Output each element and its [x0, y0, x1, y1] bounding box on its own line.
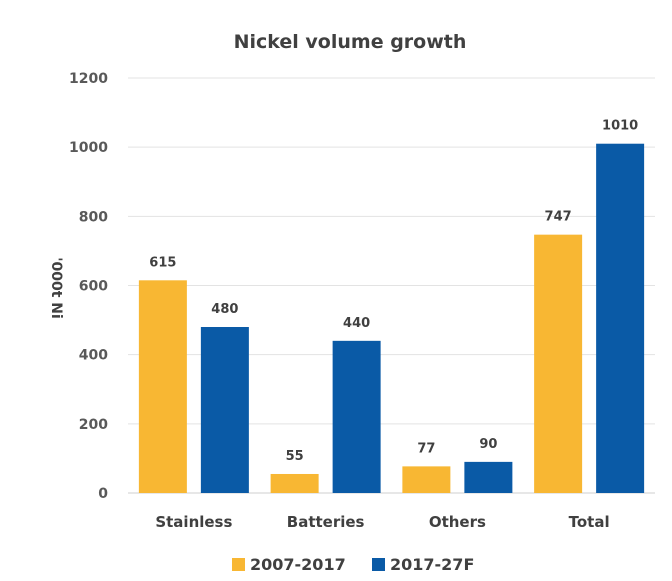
category-label: Others — [429, 513, 486, 531]
data-label: 615 — [149, 255, 176, 270]
data-label: 55 — [286, 449, 304, 464]
legend-swatch — [372, 558, 385, 571]
bar-batteries-2 — [332, 340, 381, 493]
bars — [138, 143, 645, 494]
legend-label: 2017-27F — [390, 555, 474, 574]
bar-stainless-2 — [200, 327, 249, 493]
bar-stainless-1 — [138, 280, 187, 493]
bar-batteries-1 — [270, 473, 319, 493]
legend: 2007-2017 2017-27F — [232, 555, 474, 574]
y-tick-label: 0 — [98, 486, 108, 502]
y-tick-label: 600 — [79, 279, 108, 295]
bar-total-1 — [534, 234, 583, 493]
x-axis-categories: Stainless Batteries Others Total — [155, 513, 609, 531]
y-tick-label: 200 — [79, 417, 108, 433]
data-label: 440 — [343, 316, 370, 331]
bar-others-2 — [464, 461, 513, 493]
bar-total-2 — [596, 143, 645, 494]
y-tick-label: 400 — [79, 348, 108, 364]
bar-others-1 — [402, 466, 451, 493]
category-label: Stainless — [155, 513, 232, 531]
category-label: Total — [569, 513, 610, 531]
data-label: 480 — [211, 302, 238, 317]
data-labels: 615 480 55 440 77 90 747 1010 — [149, 119, 638, 464]
data-label: 90 — [479, 437, 497, 452]
legend-swatch — [232, 558, 245, 571]
data-label: 77 — [417, 441, 435, 456]
legend-label: 2007-2017 — [250, 555, 346, 574]
y-tick-label: 1200 — [69, 71, 108, 87]
data-label: 747 — [545, 210, 572, 225]
y-axis-label: '000t Ni — [48, 257, 64, 319]
data-label: 1010 — [602, 119, 638, 134]
category-label: Batteries — [287, 513, 365, 531]
y-tick-label: 1000 — [69, 140, 108, 156]
y-tick-label: 800 — [79, 209, 108, 225]
y-axis-ticks: 0 200 400 600 800 1000 1200 — [69, 71, 108, 502]
chart-title: Nickel volume growth — [234, 31, 467, 53]
